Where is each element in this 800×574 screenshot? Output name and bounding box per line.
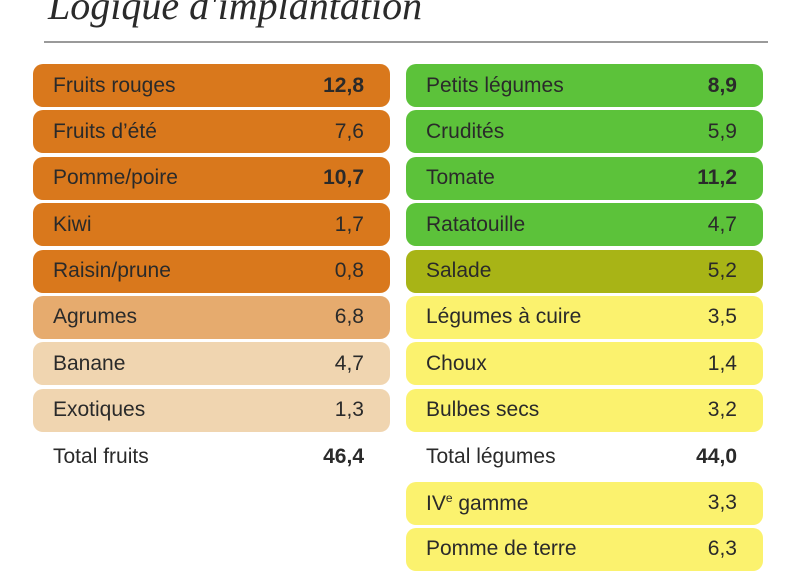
row-label: Fruits d’été (53, 119, 157, 143)
row-label: Pomme de terre (426, 537, 577, 561)
row-label: Banane (53, 351, 126, 375)
legume-row-bulbes-secs: Bulbes secs 3,2 (406, 388, 763, 432)
row-label: Exotiques (53, 398, 146, 422)
legume-row-ratatouille: Ratatouille 4,7 (406, 203, 763, 247)
row-value: 4,7 (707, 212, 737, 236)
legumes-total-row: Total légumes 44,0 (406, 435, 763, 478)
row-label: Fruits rouges (53, 73, 176, 97)
row-label-sup: e (445, 490, 453, 505)
row-label: Salade (426, 259, 492, 283)
row-label-main: IV (426, 491, 446, 515)
row-value: 6,3 (707, 537, 737, 561)
title-divider (44, 41, 768, 43)
row-value: 3,5 (707, 305, 737, 329)
fruit-row-exotiques: Exotiques 1,3 (33, 388, 390, 432)
row-value: 1,7 (334, 212, 364, 236)
total-value: 44,0 (696, 444, 737, 468)
row-value: 7,6 (334, 119, 364, 143)
legume-row-choux: Choux 1,4 (406, 342, 763, 386)
row-label: Légumes à cuire (426, 305, 582, 329)
row-value: 4,7 (334, 351, 364, 375)
row-label: Bulbes secs (426, 398, 540, 422)
total-label: Total légumes (426, 444, 556, 468)
fruit-row-banane: Banane 4,7 (33, 342, 390, 386)
legume-row-petits-legumes: Petits légumes 8,9 (406, 64, 763, 107)
row-value: 3,2 (707, 398, 737, 422)
row-label: Kiwi (53, 212, 92, 236)
row-label: Choux (426, 351, 487, 375)
total-value: 46,4 (323, 444, 364, 468)
fruit-row-fruits-rouges: Fruits rouges 12,8 (33, 64, 390, 107)
row-label: Raisin/prune (53, 259, 171, 283)
row-label: Ratatouille (426, 212, 526, 236)
row-value: 5,9 (707, 119, 737, 143)
row-value: 12,8 (323, 73, 364, 97)
fruit-row-agrumes: Agrumes 6,8 (33, 295, 390, 339)
total-label: Total fruits (53, 444, 149, 468)
row-value: 5,2 (707, 259, 737, 283)
legume-row-iv-gamme: IVe gamme 3,3 (406, 481, 763, 525)
row-label: Crudités (426, 119, 505, 143)
legume-row-legumes-a-cuire: Légumes à cuire 3,5 (406, 295, 763, 339)
fruits-total-row: Total fruits 46,4 (33, 435, 390, 478)
row-label: Tomate (426, 166, 495, 190)
row-value: 1,3 (334, 398, 364, 422)
legume-row-tomate: Tomate 11,2 (406, 156, 763, 200)
fruit-row-kiwi: Kiwi 1,7 (33, 203, 390, 247)
row-value: 8,9 (707, 73, 737, 97)
row-label-rest: gamme (452, 491, 529, 515)
row-label: IVe gamme (426, 491, 528, 516)
legume-row-crudites: Crudités 5,9 (406, 110, 763, 154)
fruit-row-fruits-ete: Fruits d’été 7,6 (33, 110, 390, 154)
row-label: Petits légumes (426, 73, 564, 97)
row-label: Agrumes (53, 305, 138, 329)
page-title: Logique d'implantation (48, 0, 423, 28)
row-value: 6,8 (334, 305, 364, 329)
row-label: Pomme/poire (53, 166, 178, 190)
fruits-column: Fruits rouges 12,8 Fruits d’été 7,6 Pomme/… (33, 64, 390, 482)
legume-row-salade: Salade 5,2 (406, 249, 763, 293)
fruit-row-raisin-prune: Raisin/prune 0,8 (33, 249, 390, 293)
row-value: 1,4 (707, 351, 737, 375)
legume-row-pomme-de-terre: Pomme de terre 6,3 (406, 527, 763, 571)
legumes-column: Petits légumes 8,9 Crudités 5,9 Tomate 11,2… (406, 64, 763, 574)
row-value: 3,3 (707, 491, 737, 515)
row-value: 10,7 (323, 166, 364, 190)
row-value: 11,2 (697, 166, 737, 190)
fruit-row-pomme-poire: Pomme/poire 10,7 (33, 156, 390, 200)
row-value: 0,8 (334, 259, 364, 283)
